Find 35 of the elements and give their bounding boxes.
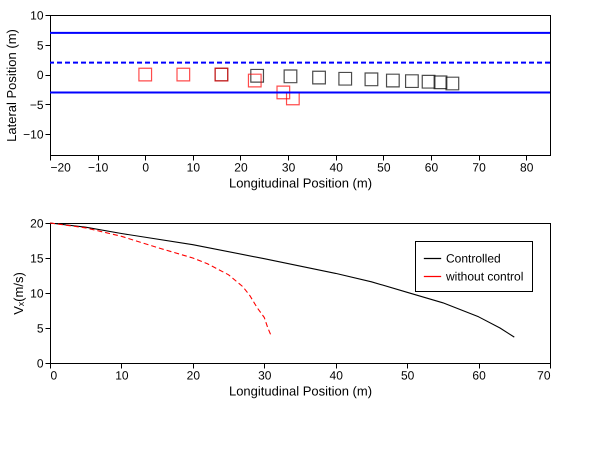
x-tick-label: 0: [142, 160, 150, 174]
x-tick-label: 60: [472, 368, 486, 382]
x-tick-label: −10: [88, 160, 109, 174]
x-tick-label: 40: [330, 160, 344, 174]
x-tick-label: 0: [50, 368, 58, 382]
y-tick-label: 5: [36, 322, 44, 336]
x-tick-label: 30: [282, 160, 296, 174]
y-tick-label: 0: [36, 356, 44, 370]
y-tick-label: 15: [30, 252, 44, 266]
x-tick-label: 30: [258, 368, 272, 382]
x-tick-label: 20: [186, 368, 200, 382]
y-tick-label: 10: [30, 8, 44, 22]
y-tick-label: 20: [30, 216, 44, 230]
x-tick-label: 10: [115, 368, 129, 382]
legend-label: without control: [445, 270, 524, 284]
y-tick-label: 10: [30, 286, 44, 300]
x-axis-title: Longitudinal Position (m): [228, 384, 372, 398]
x-tick-label: 70: [537, 368, 551, 382]
legend-label: Controlled: [446, 252, 501, 266]
x-tick-label: 80: [520, 160, 534, 174]
x-tick-label: 60: [424, 160, 438, 174]
y-tick-label: 0: [36, 68, 44, 82]
y-tick-label: 5: [36, 38, 44, 52]
x-tick-label: 20: [234, 160, 248, 174]
y-tick-label: −5: [30, 98, 44, 112]
x-tick-label: 40: [330, 368, 344, 382]
y-axis-title: Lateral Position (m): [4, 29, 20, 142]
x-tick-label: 50: [377, 160, 391, 174]
x-tick-label: −20: [50, 160, 72, 174]
y-tick-label: −10: [23, 128, 44, 142]
x-axis-title: Longitudinal Position (m): [228, 176, 372, 190]
y-axis-title: Vₓ(m/s): [11, 272, 26, 315]
x-tick-label: 50: [400, 368, 415, 382]
x-tick-label: 70: [472, 160, 486, 174]
x-tick-label: 10: [186, 160, 200, 174]
